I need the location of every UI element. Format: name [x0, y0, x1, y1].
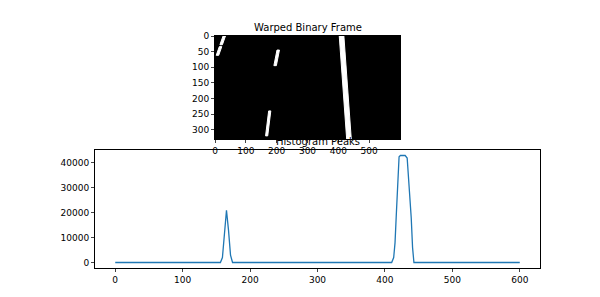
svg-text:Histogram Peaks: Histogram Peaks	[276, 136, 360, 147]
svg-text:300: 300	[299, 146, 316, 156]
svg-text:30000: 30000	[61, 183, 90, 193]
svg-text:300: 300	[309, 275, 326, 285]
svg-text:200: 200	[268, 146, 285, 156]
svg-text:300: 300	[192, 125, 209, 135]
svg-text:40000: 40000	[61, 158, 90, 168]
svg-text:150: 150	[192, 78, 209, 88]
svg-text:0: 0	[83, 258, 89, 268]
svg-text:600: 600	[511, 275, 528, 285]
svg-text:0: 0	[112, 275, 118, 285]
svg-text:500: 500	[361, 146, 378, 156]
svg-text:10000: 10000	[61, 233, 90, 243]
svg-text:400: 400	[376, 275, 393, 285]
svg-text:20000: 20000	[61, 208, 90, 218]
svg-text:200: 200	[241, 275, 258, 285]
svg-text:250: 250	[192, 109, 209, 119]
svg-text:400: 400	[330, 146, 347, 156]
svg-text:Warped Binary Frame: Warped Binary Frame	[254, 22, 362, 33]
svg-text:200: 200	[192, 94, 209, 104]
svg-text:100: 100	[237, 146, 254, 156]
svg-text:0: 0	[203, 31, 209, 41]
svg-text:100: 100	[174, 275, 191, 285]
svg-text:100: 100	[192, 62, 209, 72]
svg-text:0: 0	[212, 146, 218, 156]
svg-text:50: 50	[198, 47, 210, 57]
svg-text:500: 500	[444, 275, 461, 285]
